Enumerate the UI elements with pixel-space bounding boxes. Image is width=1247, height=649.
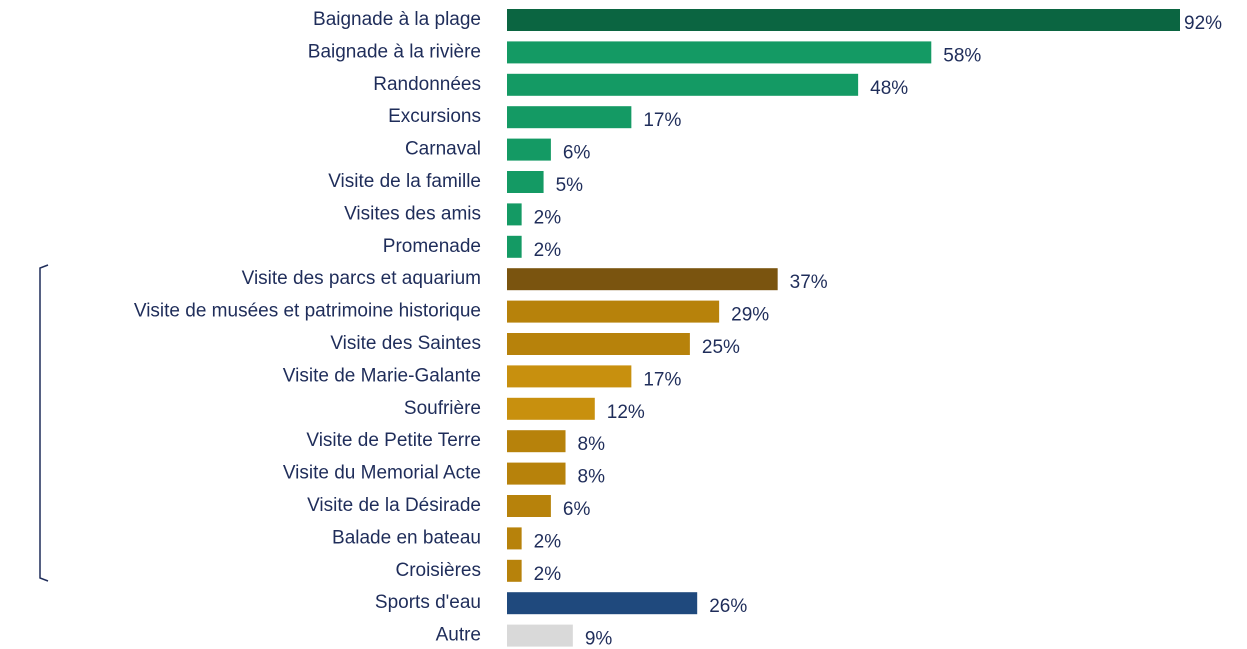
value-label: 2%: [534, 564, 562, 585]
value-label: 48%: [870, 78, 908, 99]
bar: [507, 300, 720, 323]
category-label: Visite de Petite Terre: [306, 430, 481, 451]
value-label: 17%: [643, 369, 681, 390]
bar: [507, 527, 522, 550]
bar: [507, 106, 632, 129]
value-label: 58%: [943, 45, 981, 66]
category-label: Autre: [436, 625, 481, 646]
bar: [507, 462, 566, 485]
category-label: Baignade à la rivière: [308, 41, 481, 62]
category-label: Visite des Saintes: [330, 333, 481, 354]
value-label: 29%: [731, 305, 769, 326]
category-label: Baignade à la plage: [313, 9, 481, 30]
value-label: 37%: [790, 272, 828, 293]
bar: [507, 365, 632, 388]
category-label: Balade en bateau: [332, 527, 481, 548]
value-label: 6%: [563, 499, 591, 520]
bar: [507, 430, 566, 453]
bar: [507, 333, 690, 355]
category-label: Croisières: [395, 560, 481, 581]
value-label: 25%: [702, 337, 740, 358]
bar: [507, 235, 522, 258]
bar: [507, 495, 551, 517]
bar: [507, 559, 522, 582]
category-label: Soufrière: [404, 398, 481, 419]
category-label: Carnaval: [405, 139, 481, 160]
bar: [507, 41, 932, 64]
category-label: Sports d'eau: [375, 592, 481, 613]
category-label: Visite de Marie-Galante: [283, 365, 481, 386]
bar: [507, 268, 778, 291]
value-label: 2%: [534, 207, 562, 228]
bar: [507, 171, 544, 193]
category-label: Randonnées: [373, 74, 481, 95]
bar: [507, 138, 551, 161]
bar: [507, 624, 573, 647]
category-label: Visite du Memorial Acte: [283, 463, 481, 484]
category-label: Visite des parcs et aquarium: [242, 268, 481, 289]
bar: [507, 73, 859, 96]
category-label: Promenade: [383, 236, 481, 257]
category-label: Visite de la Désirade: [307, 495, 481, 516]
group-bracket: [39, 264, 49, 582]
value-label: 92%: [1184, 13, 1222, 34]
value-label: 9%: [585, 629, 613, 649]
bar: [507, 592, 698, 615]
category-label: Visites des amis: [344, 203, 481, 224]
category-label: Visite de la famille: [328, 171, 481, 192]
value-label: 8%: [578, 467, 606, 488]
category-label: Visite de musées et patrimoine historiqu…: [134, 301, 481, 322]
bar: [507, 9, 1180, 31]
value-label: 2%: [534, 531, 562, 552]
value-label: 12%: [607, 402, 645, 423]
bar: [507, 203, 522, 226]
value-label: 17%: [643, 110, 681, 131]
bar: [507, 397, 595, 420]
value-label: 6%: [563, 143, 591, 164]
value-label: 26%: [709, 596, 747, 617]
value-label: 5%: [556, 175, 584, 196]
value-label: 8%: [578, 434, 606, 455]
value-label: 2%: [534, 240, 562, 261]
category-label: Excursions: [388, 106, 481, 127]
